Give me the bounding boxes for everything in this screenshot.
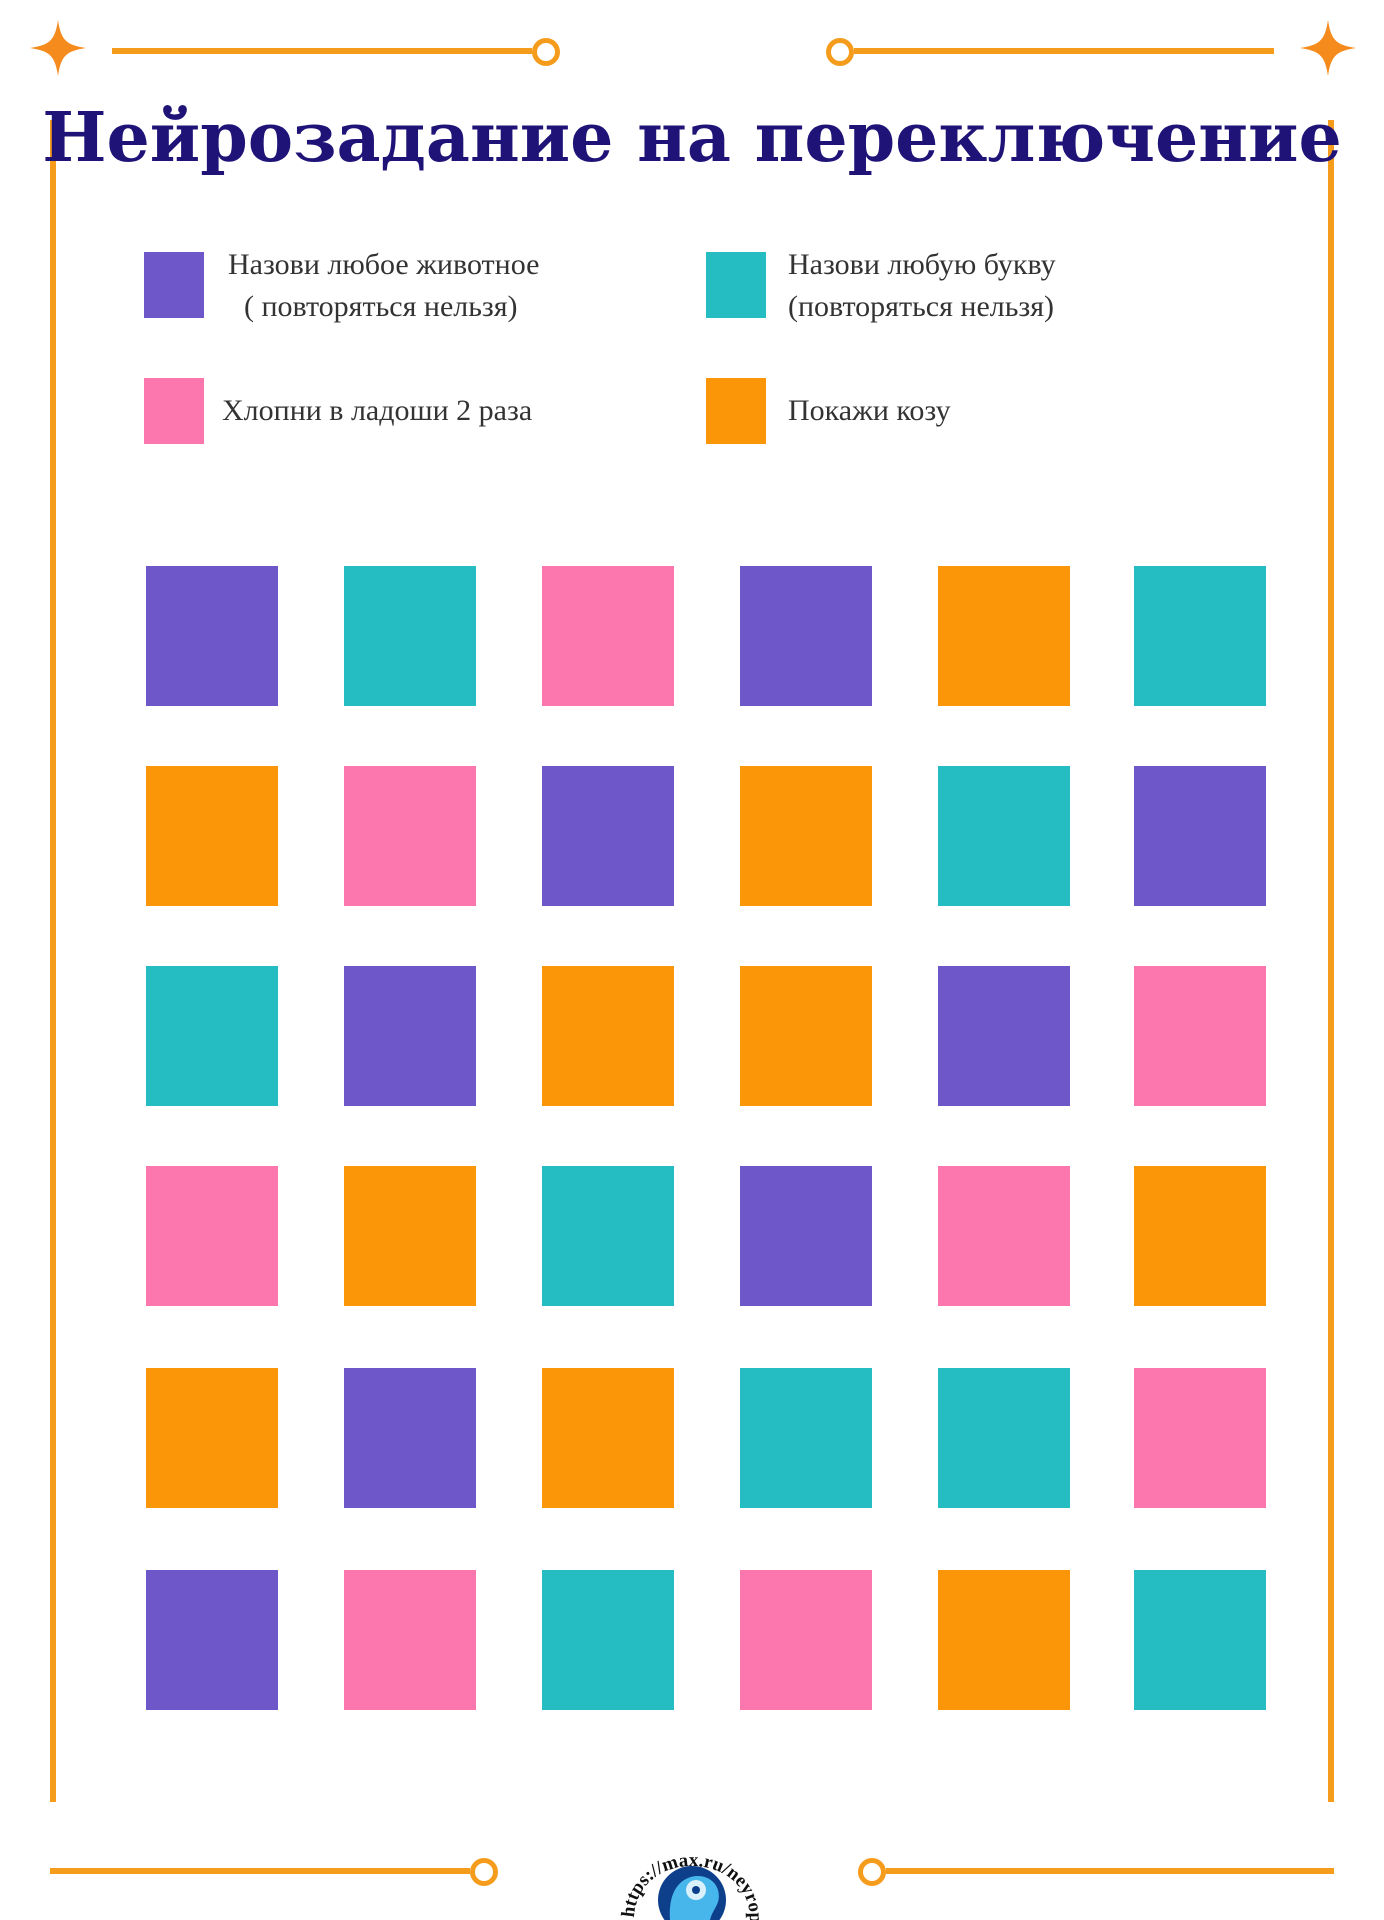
grid-square-pink — [344, 766, 476, 906]
star-icon — [1300, 20, 1356, 76]
grid-square-orange — [146, 766, 278, 906]
frame-ring — [532, 38, 560, 66]
legend-line: Покажи козу — [788, 394, 951, 427]
grid-square-orange — [938, 1570, 1070, 1710]
grid-square-orange — [542, 966, 674, 1106]
grid-square-purple — [344, 966, 476, 1106]
grid-square-teal — [1134, 1570, 1266, 1710]
grid-square-teal — [938, 1368, 1070, 1508]
frame-right-line — [1328, 120, 1334, 1802]
frame-top-left-line — [112, 48, 532, 54]
grid-square-pink — [1134, 966, 1266, 1106]
grid-square-orange — [740, 766, 872, 906]
grid-square-purple — [938, 966, 1070, 1106]
legend-line: Назови любое животное — [228, 248, 540, 281]
frame-bottom-left-line — [50, 1868, 470, 1874]
grid-square-teal — [542, 1166, 674, 1306]
grid-square-pink — [740, 1570, 872, 1710]
frame-top-right-line — [854, 48, 1274, 54]
frame-ring — [470, 1858, 498, 1886]
grid-square-orange — [1134, 1166, 1266, 1306]
grid-square-purple — [542, 766, 674, 906]
legend-line: Хлопни в ладоши 2 раза — [222, 394, 533, 427]
grid-square-purple — [740, 566, 872, 706]
frame-ring — [858, 1858, 886, 1886]
legend-text-letter: Назови любую букву (повторяться нельзя) — [788, 244, 1056, 328]
legend-swatch-orange — [706, 378, 766, 444]
frame-bottom-right-line — [886, 1868, 1334, 1874]
page-title: Нейрозадание на переключение — [42, 98, 1342, 178]
grid-square-teal — [1134, 566, 1266, 706]
grid-square-pink — [1134, 1368, 1266, 1508]
legend-swatch-purple — [144, 252, 204, 318]
legend-line: Назови любую букву — [788, 248, 1056, 281]
grid-square-pink — [542, 566, 674, 706]
frame-ring — [826, 38, 854, 66]
grid-square-purple — [146, 566, 278, 706]
grid-square-pink — [344, 1570, 476, 1710]
grid-square-purple — [344, 1368, 476, 1508]
legend-line: ( повторяться нельзя) — [244, 290, 518, 323]
grid-square-orange — [938, 566, 1070, 706]
grid-square-orange — [146, 1368, 278, 1508]
grid-square-purple — [146, 1570, 278, 1710]
grid-square-orange — [740, 966, 872, 1106]
legend-text-clap: Хлопни в ладоши 2 раза — [222, 390, 532, 432]
grid-square-purple — [740, 1166, 872, 1306]
grid-square-pink — [938, 1166, 1070, 1306]
grid-square-purple — [1134, 766, 1266, 906]
grid-square-orange — [344, 1166, 476, 1306]
grid-square-teal — [740, 1368, 872, 1508]
legend-text-goat: Покажи козу — [788, 390, 951, 432]
legend-text-animal: Назови любое животное ( повторяться нель… — [228, 244, 539, 328]
legend-swatch-teal — [706, 252, 766, 318]
footer-logo: https://max.ru/neyropsychology — [612, 1808, 766, 1920]
star-icon — [30, 20, 86, 76]
grid-square-teal — [146, 966, 278, 1106]
legend-line: (повторяться нельзя) — [788, 290, 1055, 323]
legend-swatch-pink — [144, 378, 204, 444]
grid-square-teal — [938, 766, 1070, 906]
brain-head-icon — [658, 1866, 726, 1920]
grid-square-teal — [542, 1570, 674, 1710]
grid-square-orange — [542, 1368, 674, 1508]
grid-square-pink — [146, 1166, 278, 1306]
grid-square-teal — [344, 566, 476, 706]
frame-left-line — [50, 120, 56, 1802]
